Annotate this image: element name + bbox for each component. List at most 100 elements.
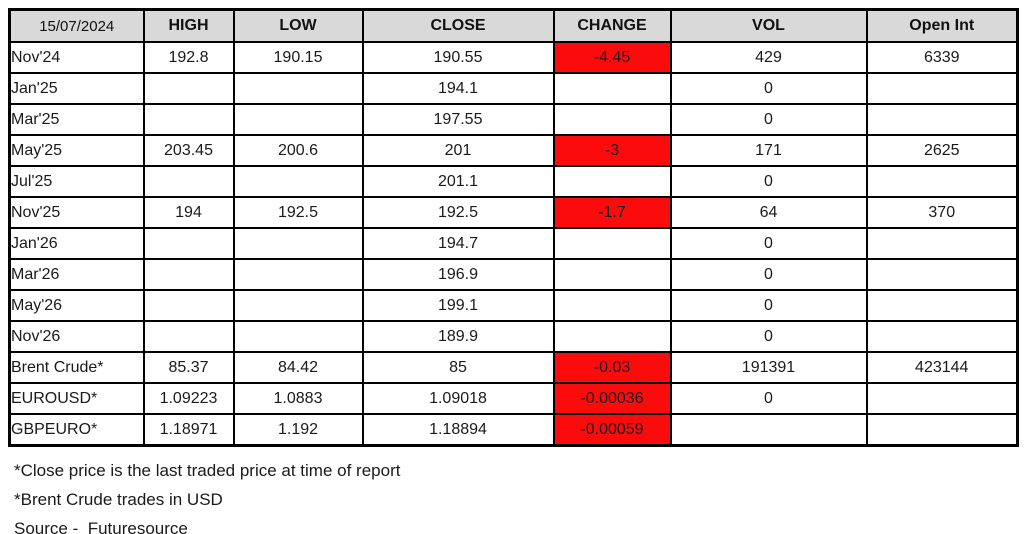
open-int-cell	[865, 320, 1019, 353]
low-cell: 190.15	[232, 41, 364, 74]
vol-cell: 0	[669, 320, 868, 353]
change-column-header: CHANGE	[552, 8, 672, 43]
high-cell	[142, 103, 235, 136]
low-cell: 200.6	[232, 134, 364, 167]
open-int-cell: 2625	[865, 134, 1019, 167]
open-int-cell	[865, 413, 1019, 447]
low-cell: 1.192	[232, 413, 364, 447]
close-column-header: CLOSE	[361, 8, 555, 43]
vol-cell: 0	[669, 227, 868, 260]
contract-cell: GBPEURO*	[8, 413, 145, 447]
vol-cell: 191391	[669, 351, 868, 384]
vol-column-header: VOL	[669, 8, 868, 43]
vol-cell: 429	[669, 41, 868, 74]
table-row: Nov'26 189.9 0	[8, 320, 1019, 353]
change-cell	[552, 320, 672, 353]
high-cell	[142, 289, 235, 322]
close-cell: 197.55	[361, 103, 555, 136]
change-cell	[552, 258, 672, 291]
high-cell	[142, 165, 235, 198]
vol-cell: 0	[669, 165, 868, 198]
close-cell: 194.1	[361, 72, 555, 105]
table-row: Mar'26 196.9 0	[8, 258, 1019, 291]
vol-cell: 0	[669, 103, 868, 136]
table-row: May'26 199.1 0	[8, 289, 1019, 322]
contract-cell: Mar'26	[8, 258, 145, 291]
low-cell: 1.0883	[232, 382, 364, 415]
table-row: Nov'24 192.8 190.15 190.55 -4.45 429 6339	[8, 41, 1019, 74]
change-cell: -0.03	[552, 351, 672, 384]
low-cell	[232, 227, 364, 260]
change-cell: -3	[552, 134, 672, 167]
table-row: Jan'25 194.1 0	[8, 72, 1019, 105]
table-body: Nov'24 192.8 190.15 190.55 -4.45 429 6339 Jan'2…	[8, 41, 1019, 447]
contract-cell: Nov'26	[8, 320, 145, 353]
open-int-cell	[865, 258, 1019, 291]
vol-cell: 171	[669, 134, 868, 167]
open-int-cell	[865, 289, 1019, 322]
source-line: Source - Futuresource	[14, 519, 188, 534]
vol-cell	[669, 413, 868, 447]
close-cell: 199.1	[361, 289, 555, 322]
low-cell	[232, 165, 364, 198]
table-row: Brent Crude* 85.37 84.42 85 -0.03 191391 42314…	[8, 351, 1019, 384]
high-cell: 85.37	[142, 351, 235, 384]
change-cell: -1.7	[552, 196, 672, 229]
close-cell: 1.09018	[361, 382, 555, 415]
table-row: Mar'25 197.55 0	[8, 103, 1019, 136]
high-cell	[142, 320, 235, 353]
open-int-cell: 6339	[865, 41, 1019, 74]
high-cell: 203.45	[142, 134, 235, 167]
low-cell	[232, 320, 364, 353]
open-int-cell	[865, 382, 1019, 415]
low-cell	[232, 258, 364, 291]
high-cell: 192.8	[142, 41, 235, 74]
vol-cell: 0	[669, 258, 868, 291]
close-cell: 201.1	[361, 165, 555, 198]
vol-cell: 0	[669, 289, 868, 322]
contract-cell: Mar'25	[8, 103, 145, 136]
open-int-cell: 423144	[865, 351, 1019, 384]
footnote-brent-usd: *Brent Crude trades in USD	[14, 490, 223, 509]
open-int-cell	[865, 72, 1019, 105]
close-cell: 189.9	[361, 320, 555, 353]
table-row: EUROUSD* 1.09223 1.0883 1.09018 -0.00036 0	[8, 382, 1019, 415]
close-cell: 201	[361, 134, 555, 167]
change-cell: -4.45	[552, 41, 672, 74]
table-row: May'25 203.45 200.6 201 -3 171 2625	[8, 134, 1019, 167]
high-column-header: HIGH	[142, 8, 235, 43]
open-int-cell: 370	[865, 196, 1019, 229]
contract-cell: EUROUSD*	[8, 382, 145, 415]
open-int-cell	[865, 227, 1019, 260]
table-row: Jul'25 201.1 0	[8, 165, 1019, 198]
table-row: Nov'25 194 192.5 192.5 -1.7 64 370	[8, 196, 1019, 229]
change-cell	[552, 72, 672, 105]
report-date-header: 15/07/2024	[8, 8, 145, 43]
close-cell: 192.5	[361, 196, 555, 229]
high-cell	[142, 258, 235, 291]
contract-cell: Nov'24	[8, 41, 145, 74]
contract-cell: Brent Crude*	[8, 351, 145, 384]
footnotes: *Close price is the last traded price at…	[14, 456, 1024, 534]
vol-cell: 64	[669, 196, 868, 229]
open-int-cell	[865, 103, 1019, 136]
open-int-cell	[865, 165, 1019, 198]
change-cell	[552, 227, 672, 260]
footnote-close-price: *Close price is the last traded price at…	[14, 461, 401, 480]
high-cell: 1.18971	[142, 413, 235, 447]
low-column-header: LOW	[232, 8, 364, 43]
vol-cell: 0	[669, 382, 868, 415]
futures-price-table: 15/07/2024 HIGH LOW CLOSE CHANGE VOL Ope…	[8, 8, 1019, 447]
low-cell	[232, 103, 364, 136]
close-cell: 1.18894	[361, 413, 555, 447]
vol-cell: 0	[669, 72, 868, 105]
header-row: 15/07/2024 HIGH LOW CLOSE CHANGE VOL Ope…	[8, 8, 1019, 43]
close-cell: 190.55	[361, 41, 555, 74]
contract-cell: May'26	[8, 289, 145, 322]
contract-cell: Jan'25	[8, 72, 145, 105]
change-cell	[552, 165, 672, 198]
low-cell	[232, 289, 364, 322]
table-row: Jan'26 194.7 0	[8, 227, 1019, 260]
close-cell: 194.7	[361, 227, 555, 260]
